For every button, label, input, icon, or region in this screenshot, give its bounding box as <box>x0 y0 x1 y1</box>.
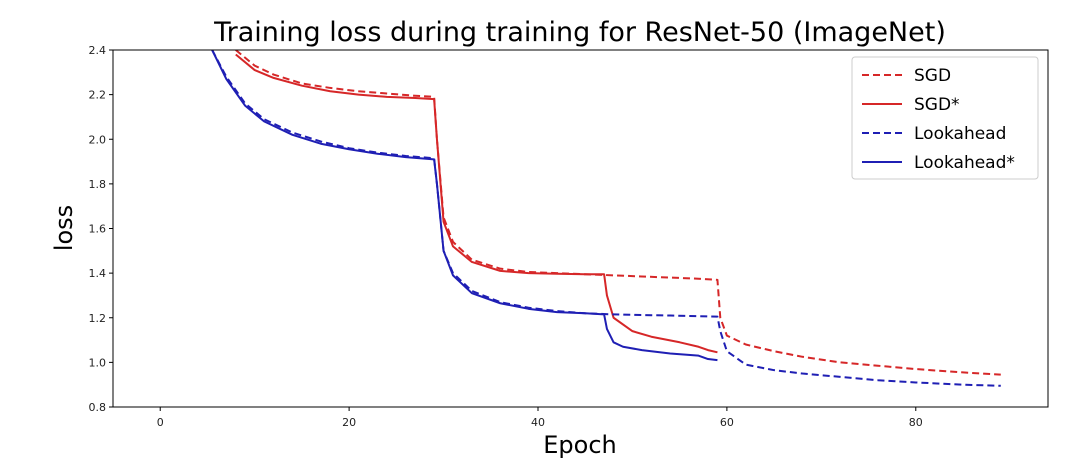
y-tick-label: 2.4 <box>89 44 107 57</box>
legend-label: Lookahead* <box>914 153 1015 173</box>
y-tick-label: 2.2 <box>89 89 107 102</box>
y-tick-label: 0.8 <box>89 401 107 414</box>
y-tick-label: 1.8 <box>89 178 107 191</box>
plot-area <box>112 49 1049 408</box>
y-tick-label: 1.6 <box>89 223 107 236</box>
series-line-sgd-star <box>235 53 718 354</box>
x-tick-label: 20 <box>342 416 356 429</box>
legend-label: Lookahead <box>914 124 1006 144</box>
chart-title: Training loss during training for ResNet… <box>213 17 946 48</box>
legend-box <box>851 56 1039 180</box>
legend-label: SGD <box>914 66 951 86</box>
series-line-sgd <box>235 50 1001 376</box>
legend: SGD SGD* Lookahead Lookahead* <box>851 56 1039 180</box>
series-line-lookahead-star <box>211 50 718 362</box>
legend-label: SGD* <box>914 95 960 115</box>
y-tick-label: 1.2 <box>89 312 107 325</box>
x-tick-label: 60 <box>720 416 734 429</box>
y-axis-label: loss <box>50 205 78 251</box>
y-tick-label: 1.4 <box>89 267 107 280</box>
x-axis: 0 20 40 60 80 <box>157 407 923 429</box>
series-layer <box>211 50 1001 387</box>
y-tick-label: 1.0 <box>89 356 107 369</box>
x-axis-label: Epoch <box>543 431 617 459</box>
x-tick-label: 80 <box>909 416 923 429</box>
series-line-lookahead <box>211 50 1001 387</box>
y-axis: 0.8 1.0 1.2 1.4 1.6 1.8 2.0 2.2 2.4 <box>89 44 113 414</box>
x-tick-label: 40 <box>531 416 545 429</box>
y-tick-label: 2.0 <box>89 133 107 146</box>
x-tick-label: 0 <box>157 416 164 429</box>
